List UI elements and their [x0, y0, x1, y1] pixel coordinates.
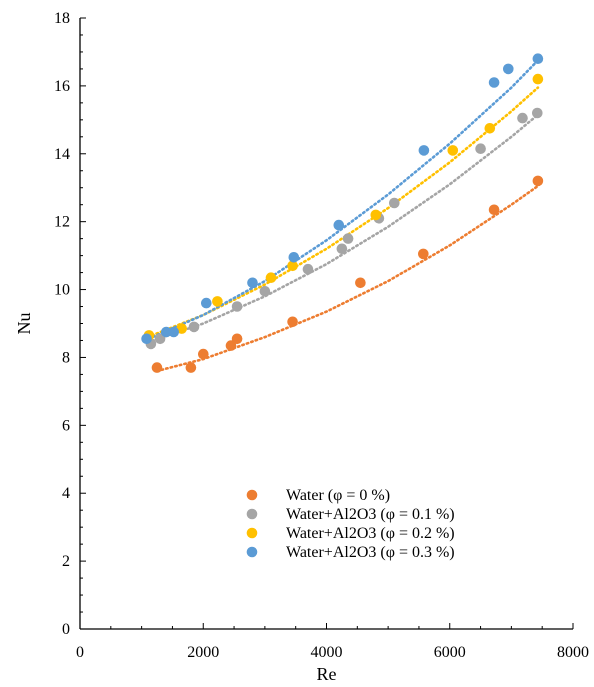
data-point-series-4: [141, 333, 152, 345]
data-point-series-4: [532, 53, 544, 64]
data-point-series-2: [188, 321, 200, 333]
data-point-series-3: [484, 123, 496, 134]
legend-label-series-4: Water+Al2O3 (φ = 0.3 %): [286, 544, 455, 561]
data-point-series-1: [418, 248, 429, 260]
data-point-series-2: [336, 243, 348, 255]
data-point-series-1: [355, 277, 366, 289]
x-tick-label: 2000: [187, 644, 219, 661]
y-tick-label: 6: [62, 417, 70, 434]
y-tick-label: 14: [54, 146, 70, 163]
data-point-series-4: [333, 219, 345, 231]
data-point-series-2: [532, 107, 543, 119]
data-point-series-4: [503, 63, 514, 75]
data-point-series-1: [532, 175, 544, 187]
data-point-series-3: [265, 272, 277, 284]
legend-marker-series-4: [246, 546, 258, 558]
y-tick-label: 12: [54, 214, 70, 231]
trendline-series-4: [143, 59, 540, 342]
data-point-series-2: [231, 301, 243, 312]
y-tick-label: 10: [54, 282, 70, 299]
legend: Water (φ = 0 %) Water+Al2O3 (φ = 0.1 %) Wa…: [246, 487, 455, 561]
data-point-series-1: [151, 362, 163, 373]
y-tick-label: 2: [62, 553, 70, 570]
data-point-series-4: [488, 77, 500, 88]
y-tick-label: 8: [62, 349, 70, 366]
legend-marker-series-2: [246, 508, 258, 520]
y-tick-label: 16: [54, 78, 70, 95]
legend-label-series-1: Water (φ = 0 %): [286, 487, 390, 504]
data-point-series-1: [185, 362, 197, 373]
legend-marker-series-1: [246, 489, 258, 501]
data-point-series-1: [488, 204, 500, 216]
y-axis-title: Nu: [14, 313, 34, 335]
trendlines: [143, 59, 540, 373]
data-point-series-2: [389, 197, 400, 209]
data-point-series-1: [287, 316, 298, 328]
data-point-series-3: [532, 73, 544, 85]
data-point-series-4: [418, 145, 430, 156]
data-point-series-3: [176, 323, 187, 334]
y-tick-label: 0: [62, 621, 70, 638]
x-tick-label: 8000: [557, 644, 589, 661]
legend-label-series-2: Water+Al2O3 (φ = 0.1 %): [286, 506, 455, 523]
data-point-series-3: [287, 260, 298, 272]
data-point-series-1: [225, 340, 237, 351]
data-point-series-3: [212, 296, 223, 307]
data-point-series-4: [168, 326, 179, 338]
data-point-series-1: [231, 333, 243, 345]
trendline-series-2: [146, 113, 540, 344]
data-point-series-4: [161, 326, 172, 338]
data-point-series-2: [475, 143, 486, 154]
x-tick-label: 4000: [311, 644, 343, 661]
x-tick-label: 6000: [434, 644, 466, 661]
data-point-series-1: [198, 348, 209, 360]
x-axis-title: Re: [317, 664, 337, 684]
data-point-series-2: [154, 333, 166, 345]
data-points: [141, 53, 544, 373]
y-tick-label: 18: [54, 10, 70, 27]
data-point-series-4: [288, 251, 300, 263]
data-point-series-2: [517, 112, 528, 124]
axes: 0 2 4 6 8 10 12 14 16 18 0 2000 4000 6000 8000: [54, 10, 589, 661]
trendline-series-1: [155, 184, 540, 373]
y-tick-label: 4: [62, 485, 70, 502]
data-point-series-3: [370, 209, 382, 221]
data-point-series-4: [247, 277, 258, 289]
x-tick-label: 0: [76, 644, 84, 661]
data-point-series-3: [447, 145, 459, 156]
legend-marker-series-3: [246, 527, 258, 539]
legend-label-series-3: Water+Al2O3 (φ = 0.2 %): [286, 525, 455, 542]
data-point-series-2: [302, 263, 314, 275]
data-point-series-2: [259, 286, 271, 297]
data-point-series-2: [342, 233, 354, 244]
data-point-series-4: [201, 297, 212, 309]
